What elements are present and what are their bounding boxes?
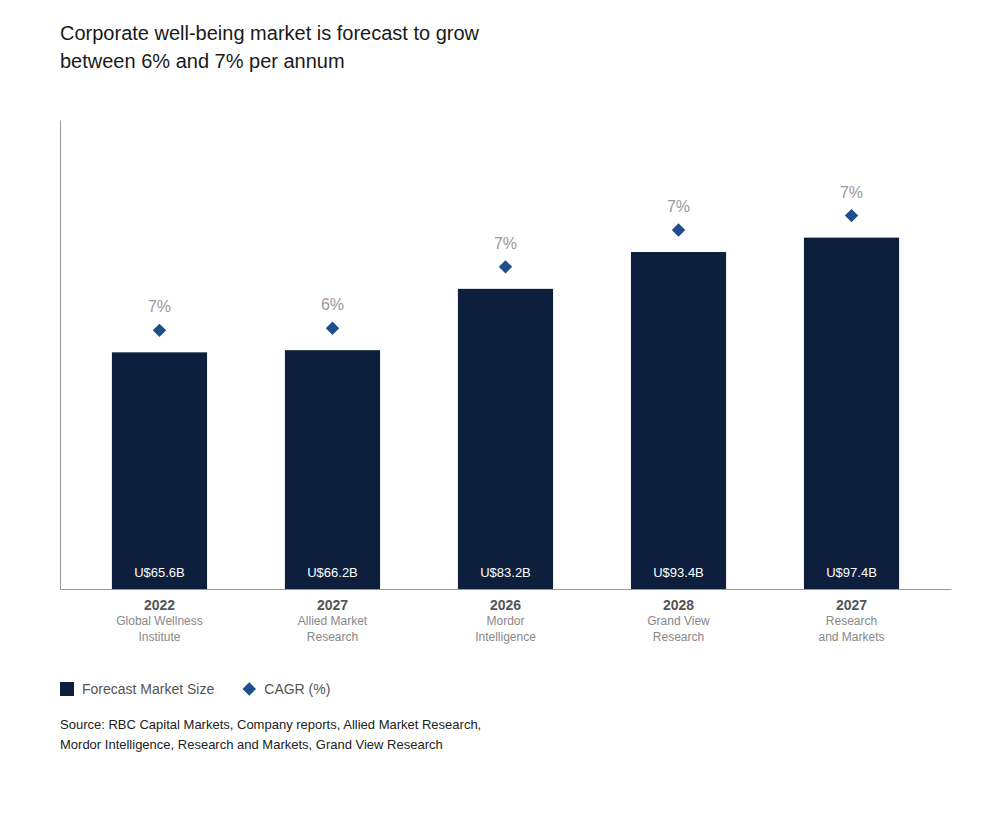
x-tick-label-line: Research: [826, 614, 877, 628]
annotation-line: Source: RBC Capital Markets, Company rep…: [60, 717, 481, 732]
x-tick-label-line: Grand View: [647, 614, 710, 628]
annotation-line: Mordor Intelligence, Research and Market…: [60, 737, 443, 752]
y-axis: [60, 121, 61, 590]
chart: Corporate well-being market is forecast …: [0, 0, 991, 819]
bar-label: U$93.4B: [653, 565, 704, 580]
marker-label: 7%: [148, 298, 171, 315]
x-tick-label: 2026Mordor Intelligence: [475, 597, 536, 644]
legend-swatch: [60, 682, 74, 696]
title-line: between 6% and 7% per annum: [60, 50, 345, 72]
x-tick: 2026Mordor Intelligence: [475, 589, 536, 644]
marker-label: 6%: [321, 296, 344, 313]
x-tick-label: 2027Allied Market Research: [298, 597, 368, 644]
x-tick-label-line: 2022: [144, 597, 175, 613]
x-tick-label-line: 2028: [663, 597, 694, 613]
x-axis-line: [61, 589, 952, 590]
bar-label: U$97.4B: [826, 565, 877, 580]
bar: [631, 252, 726, 589]
x-tick-label-line: Global Wellness: [116, 614, 202, 628]
legend-item: Forecast Market Size: [60, 681, 214, 697]
legend-label: CAGR (%): [264, 681, 330, 697]
marker: [499, 260, 512, 273]
x-tick: 2022Global Wellness Institute: [116, 589, 202, 644]
x-tick-label-line: 2027: [317, 597, 348, 613]
marker: [153, 324, 166, 337]
x-tick-label-line: Intelligence: [475, 630, 536, 644]
x-tick-label-line: Research: [653, 630, 704, 644]
x-tick-label-line: 2026: [490, 597, 521, 613]
bar-label: U$65.6B: [134, 565, 185, 580]
legend-swatch: [243, 682, 256, 695]
bar-label: U$66.2B: [307, 565, 358, 580]
marker: [845, 209, 858, 222]
bar: [458, 289, 553, 589]
marker: [672, 223, 685, 236]
title-line: Corporate well-being market is forecast …: [60, 22, 480, 44]
marker: [326, 321, 339, 334]
x-tick-label-line: Mordor: [486, 614, 524, 628]
x-tick: 2027Research and Markets: [819, 589, 885, 644]
x-tick-label: 2028Grand View Research: [647, 597, 710, 644]
bar-label: U$83.2B: [480, 565, 531, 580]
marks: [112, 209, 899, 589]
x-tick-label-line: and Markets: [819, 630, 885, 644]
x-tick: 2028Grand View Research: [647, 589, 710, 644]
legend: Forecast Market Size CAGR (%): [60, 681, 330, 697]
title: Corporate well-being market is forecast …: [60, 22, 480, 72]
x-tick-label: 2022Global Wellness Institute: [116, 597, 202, 644]
x-axis: 2022Global WellnessInstitute2027Allied M…: [61, 589, 952, 644]
x-tick-label: 2027Research and Markets: [819, 597, 885, 644]
x-tick-label-line: Allied Market: [298, 614, 368, 628]
bar: [804, 238, 899, 589]
marker-label: 7%: [667, 198, 690, 215]
plot: 2022Global WellnessInstitute2027Allied M…: [61, 121, 952, 644]
legend-label: Forecast Market Size: [82, 681, 214, 697]
marker-label: 7%: [840, 184, 863, 201]
legend-item: CAGR (%): [243, 681, 331, 697]
marker-label: 7%: [494, 235, 517, 252]
bar: [112, 352, 207, 589]
data-labels: U$65.6B U$66.2B U$83.2B U$93.4B U$97.4B 7% 6% 7…: [134, 184, 877, 580]
x-tick-label-line: 2027: [836, 597, 867, 613]
y-axis-line: [60, 121, 61, 590]
x-tick-label-line: Institute: [138, 630, 180, 644]
bar: [285, 350, 380, 589]
annotation: Source: RBC Capital Markets, Company rep…: [60, 717, 481, 752]
x-tick: 2027Allied Market Research: [298, 589, 368, 644]
x-tick-label-line: Research: [307, 630, 358, 644]
